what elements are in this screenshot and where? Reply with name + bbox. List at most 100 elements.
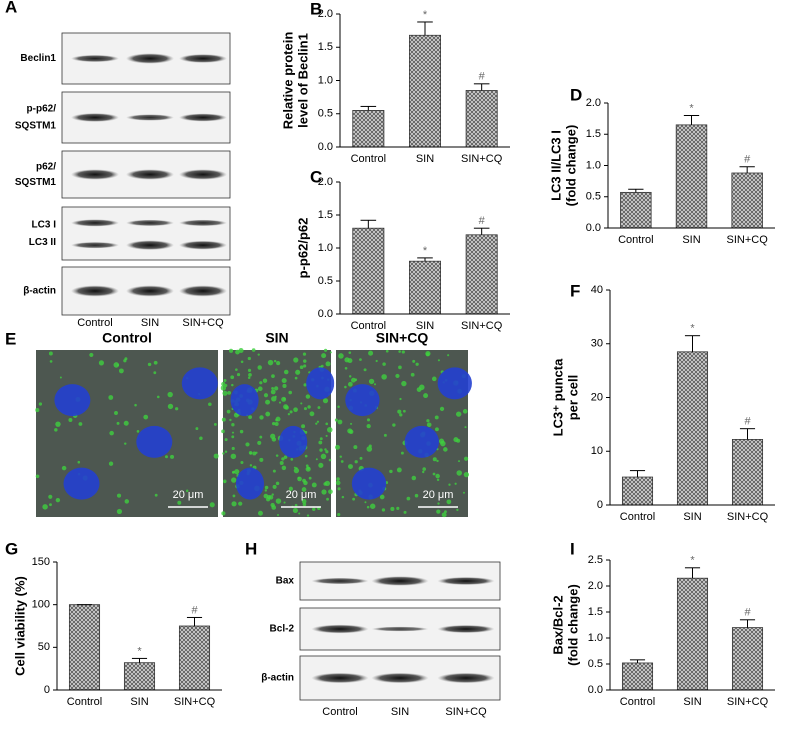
bar	[409, 260, 441, 315]
bar	[621, 662, 654, 691]
green-puncta	[306, 467, 311, 472]
green-puncta	[402, 350, 405, 353]
green-puncta	[230, 375, 234, 379]
green-puncta	[300, 365, 304, 369]
row-label: SQSTM1	[15, 177, 57, 188]
nucleus	[236, 468, 264, 500]
green-puncta	[295, 370, 300, 375]
blot-band	[179, 169, 227, 180]
green-puncta	[250, 464, 252, 466]
green-puncta	[281, 457, 284, 460]
green-puncta	[330, 351, 332, 353]
green-puncta	[272, 422, 275, 425]
green-puncta	[319, 448, 322, 451]
green-puncta	[62, 466, 67, 471]
green-puncta	[315, 423, 317, 425]
nucleus	[306, 367, 334, 399]
panel-letter: A	[5, 0, 17, 16]
green-puncta	[271, 387, 274, 390]
green-puncta	[284, 370, 289, 375]
green-puncta	[165, 455, 168, 458]
green-puncta	[325, 450, 328, 453]
blot-band	[71, 219, 119, 227]
green-puncta	[210, 502, 215, 507]
green-puncta	[463, 492, 465, 494]
green-puncta	[443, 447, 448, 452]
green-puncta	[263, 379, 267, 383]
x-tick-label: Control	[618, 234, 653, 246]
green-puncta	[337, 406, 340, 409]
green-puncta	[433, 473, 436, 476]
green-puncta	[435, 427, 439, 431]
green-puncta	[227, 410, 231, 414]
green-puncta	[316, 458, 318, 460]
y-axis-label: p-p62/p62	[295, 218, 310, 279]
green-puncta	[248, 357, 251, 360]
blot-band	[371, 576, 429, 586]
green-puncta	[276, 454, 279, 457]
significance-mark: #	[191, 604, 198, 616]
green-puncta	[456, 439, 460, 443]
green-puncta	[321, 365, 324, 368]
bar	[731, 627, 764, 691]
green-puncta	[78, 422, 82, 426]
green-puncta	[268, 360, 274, 366]
green-puncta	[89, 353, 93, 357]
bar	[352, 227, 385, 315]
y-tick-label: 2.0	[318, 8, 333, 20]
green-puncta	[422, 467, 426, 471]
green-puncta	[42, 504, 47, 509]
green-puncta	[283, 397, 286, 400]
green-puncta	[241, 360, 244, 363]
green-puncta	[442, 512, 447, 517]
blot-band	[71, 113, 119, 122]
y-axis-label: (fold change)	[565, 584, 580, 666]
green-puncta	[148, 363, 151, 366]
green-puncta	[422, 471, 424, 473]
green-puncta	[125, 499, 129, 503]
green-puncta	[117, 494, 121, 498]
green-puncta	[360, 457, 363, 460]
green-puncta	[224, 481, 226, 483]
green-puncta	[341, 460, 344, 463]
green-puncta	[48, 495, 52, 499]
green-puncta	[415, 494, 419, 498]
bar	[731, 172, 763, 229]
green-puncta	[303, 383, 306, 386]
green-puncta	[276, 417, 281, 422]
green-puncta	[252, 348, 256, 352]
x-tick-label: SIN+CQ	[461, 153, 503, 165]
y-tick-label: 30	[591, 338, 603, 350]
green-puncta	[302, 487, 307, 492]
green-puncta	[342, 496, 344, 498]
green-puncta	[374, 383, 376, 385]
green-puncta	[404, 511, 407, 514]
green-puncta	[222, 391, 227, 396]
green-puncta	[364, 501, 366, 503]
panel-letter: E	[5, 329, 16, 348]
row-label: p-p62/	[27, 104, 57, 115]
lane-label: SIN+CQ	[445, 706, 487, 718]
green-puncta	[272, 493, 274, 495]
green-puncta	[324, 349, 327, 352]
row-label: p62/	[36, 161, 56, 172]
y-tick-label: 40	[591, 284, 603, 296]
blot-band	[179, 285, 227, 297]
x-tick-label: SIN	[683, 511, 701, 523]
green-puncta	[344, 386, 347, 389]
green-puncta	[214, 423, 217, 426]
green-puncta	[382, 362, 386, 366]
x-tick-label: SIN+CQ	[727, 511, 769, 523]
panel-letter: C	[310, 167, 322, 186]
micrograph-content	[221, 348, 335, 517]
blot-band	[371, 626, 429, 632]
green-puncta	[276, 482, 280, 486]
scale-label: 20 μm	[286, 489, 317, 501]
green-puncta	[252, 451, 256, 455]
blot-band	[179, 219, 227, 227]
blot-band	[179, 240, 227, 250]
bar	[620, 191, 652, 229]
green-puncta	[274, 386, 278, 390]
green-puncta	[306, 464, 309, 467]
green-puncta	[232, 447, 235, 450]
